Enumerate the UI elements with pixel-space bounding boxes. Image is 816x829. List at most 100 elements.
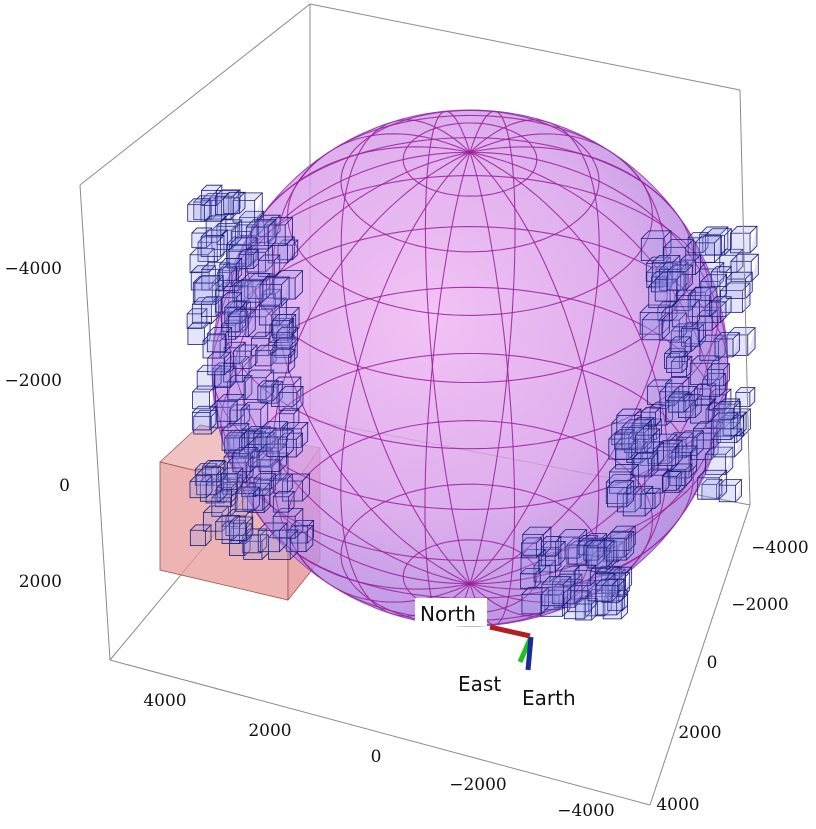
sphere-longitude-line	[424, 110, 471, 584]
z-tick-label: 0	[59, 476, 70, 496]
voxel	[221, 423, 250, 451]
sphere-longitude-line	[469, 146, 714, 585]
voxel	[522, 526, 552, 556]
voxel	[725, 271, 754, 299]
voxel	[257, 254, 281, 277]
voxel	[194, 275, 225, 305]
voxel	[701, 478, 723, 500]
voxel	[223, 191, 246, 215]
voxel	[730, 253, 760, 283]
voxel	[200, 296, 223, 317]
voxel	[272, 338, 299, 364]
voxel	[278, 432, 304, 458]
voxel	[699, 262, 725, 288]
voxel-clusters	[186, 184, 760, 621]
bounding-box-front	[79, 89, 751, 806]
voxel	[266, 429, 295, 457]
voxel	[272, 491, 295, 513]
x-tick-label: 2000	[248, 721, 291, 741]
sphere-longitude-line	[271, 151, 471, 603]
voxel	[230, 522, 253, 544]
voxel	[730, 225, 758, 254]
voxel	[669, 336, 692, 358]
coordinate-frame: North East Earth	[415, 598, 576, 710]
voxel	[595, 579, 619, 602]
voxel	[187, 321, 212, 345]
voxel	[639, 304, 671, 335]
voxel	[207, 351, 232, 376]
voxel-cluster-upper-left	[186, 184, 304, 435]
voxel	[274, 336, 297, 358]
voxel	[697, 469, 728, 500]
y-tick-label: 0	[707, 653, 718, 673]
voxel	[232, 447, 259, 473]
voxel	[710, 412, 739, 440]
earth-label: Earth	[522, 686, 576, 710]
sphere-longitude-line	[227, 146, 471, 585]
voxel	[632, 451, 659, 478]
voxel	[706, 363, 731, 387]
sphere-longitude-line	[226, 151, 471, 590]
voxel	[232, 192, 264, 223]
voxel	[273, 270, 304, 300]
voxel	[240, 273, 271, 303]
voxel	[279, 408, 300, 429]
voxel	[704, 446, 734, 475]
voxel	[227, 309, 257, 337]
voxel	[257, 522, 288, 553]
voxel	[705, 402, 732, 429]
voxel	[669, 463, 693, 486]
voxel	[278, 386, 304, 411]
voxel	[216, 393, 245, 422]
voxel	[521, 587, 550, 615]
voxel	[189, 524, 212, 547]
voxel	[680, 254, 702, 275]
voxel	[666, 264, 694, 291]
voxel	[189, 475, 213, 499]
sphere-longitude-line	[469, 152, 516, 626]
voxel	[667, 448, 698, 479]
voxel	[228, 516, 254, 541]
voxel	[640, 406, 662, 427]
voxel	[260, 421, 289, 449]
sphere-longitude-line	[212, 151, 471, 585]
voxel	[255, 344, 278, 367]
voxel	[615, 437, 639, 460]
sphere-longitude-line	[469, 151, 600, 617]
voxel	[704, 228, 733, 256]
z-tick-label: −4000	[4, 259, 62, 279]
voxel	[191, 405, 217, 431]
voxel	[714, 332, 741, 358]
voxel	[671, 445, 698, 472]
voxel	[640, 230, 672, 261]
voxel	[663, 239, 695, 270]
voxel	[710, 296, 733, 318]
y-tick-label: 4000	[656, 795, 699, 815]
voxel	[219, 258, 243, 281]
voxel	[213, 365, 237, 388]
voxel-cluster-bottom-center	[520, 525, 637, 621]
voxel	[586, 539, 615, 568]
voxel	[286, 525, 314, 553]
sphere-longitude-line	[469, 119, 600, 585]
voxel	[622, 485, 654, 517]
voxel	[635, 428, 661, 454]
voxel	[702, 373, 727, 397]
sphere-longitude-line	[469, 151, 713, 590]
voxel	[221, 292, 243, 313]
voxel	[187, 198, 212, 222]
y-tick-label: −2000	[731, 595, 789, 615]
voxel	[245, 309, 274, 338]
z-tick-label: −2000	[4, 371, 62, 391]
x-tick-label: −4000	[557, 801, 615, 821]
voxel	[276, 326, 299, 349]
voxel	[718, 479, 743, 503]
sphere-longitude-line	[469, 110, 516, 584]
voxel	[234, 486, 261, 512]
voxel	[259, 276, 291, 307]
x-tick-label: −2000	[449, 775, 507, 795]
voxel	[206, 327, 233, 353]
voxel	[270, 348, 296, 374]
sphere-longitude-line	[340, 119, 471, 585]
voxel	[641, 312, 671, 341]
